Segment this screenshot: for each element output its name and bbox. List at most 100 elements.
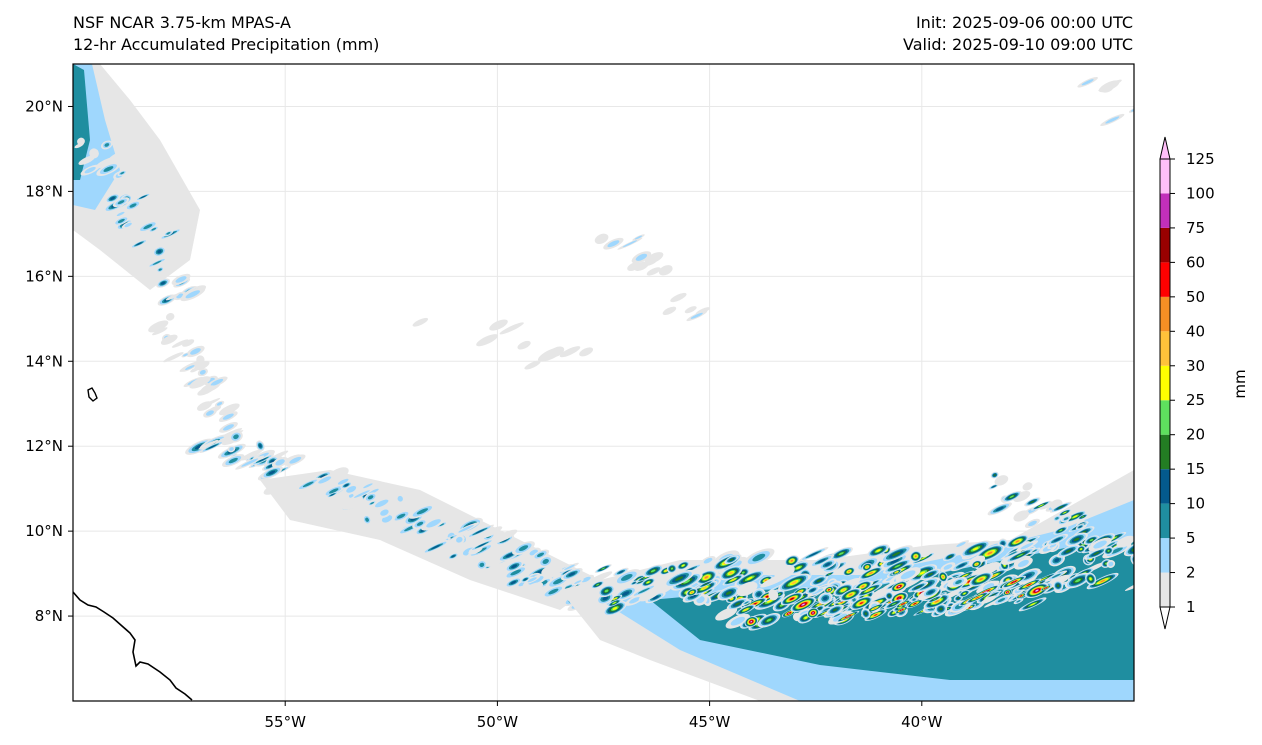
precip-cell <box>219 403 240 416</box>
precip-cell <box>1006 591 1008 593</box>
precip-cell <box>346 486 357 493</box>
precip-cell <box>229 447 234 451</box>
precip-cell <box>888 594 891 598</box>
precip-cell <box>627 262 641 271</box>
precip-cell <box>208 444 217 449</box>
precip-cell <box>927 572 933 576</box>
precip-cell <box>1039 501 1055 510</box>
title-right: Init: 2025-09-06 00:00 UTC Valid: 2025-0… <box>903 12 1133 56</box>
precip-cell <box>833 613 841 617</box>
precip-cell <box>120 171 125 175</box>
precip-cell <box>914 555 917 558</box>
precip-cell <box>635 253 648 261</box>
precip-cell <box>958 563 966 568</box>
lon-tick-label: 50°W <box>477 713 519 731</box>
precip-cell <box>902 603 904 605</box>
colorbar-level-label: 20 <box>1186 426 1205 444</box>
colorbar-segment <box>1160 469 1170 504</box>
colorbar-segment <box>1160 538 1170 573</box>
precip-cell <box>1063 512 1067 514</box>
precip-cell <box>267 464 273 468</box>
colorbar-level-label: 5 <box>1186 529 1196 547</box>
precip-cell <box>646 267 661 276</box>
precip-cell <box>189 376 211 389</box>
precip-cell <box>475 529 485 534</box>
colorbar-level-label: 1 <box>1186 598 1196 616</box>
precip-cell <box>866 588 872 592</box>
precip-cell <box>397 495 403 502</box>
precip-cell <box>117 200 125 205</box>
precip-cell <box>185 365 195 371</box>
colorbar-extend-max <box>1159 136 1171 160</box>
precip-cell <box>258 444 262 448</box>
precip-cell <box>670 292 687 303</box>
precip-cell <box>919 571 926 575</box>
title-left: NSF NCAR 3.75-km MPAS-A 12-hr Accumulate… <box>73 12 379 56</box>
precip-cell <box>629 597 641 604</box>
precip-cell <box>476 334 499 347</box>
precip-cell <box>478 526 503 539</box>
precip-cell <box>932 598 937 601</box>
precip-cell <box>1054 558 1060 563</box>
precip-cell <box>1075 578 1081 583</box>
precip-cell <box>646 581 650 584</box>
precip-cell <box>1116 535 1134 548</box>
precip-cell <box>725 591 732 595</box>
precip-cell <box>828 589 830 591</box>
precip-cell <box>874 614 878 616</box>
precip-cell <box>165 293 179 301</box>
precip-cell <box>594 233 609 245</box>
precip-cell <box>664 570 668 572</box>
precip-cell <box>1072 515 1078 518</box>
precip-cell <box>163 352 184 363</box>
precip-cell <box>729 571 733 575</box>
colorbar-level-label: 100 <box>1186 184 1215 202</box>
colorbar-extend-min <box>1159 606 1171 630</box>
precip-cell <box>1093 551 1100 556</box>
precip-cell <box>1145 542 1154 548</box>
precip-cell <box>1022 482 1033 491</box>
precip-cell <box>811 588 824 595</box>
colorbar-segment <box>1160 159 1170 194</box>
precip-cell <box>329 488 339 494</box>
precip-cell <box>1001 541 1005 545</box>
precip-cell <box>1012 581 1016 583</box>
precip-cell <box>318 476 332 484</box>
lat-tick-label: 10°N <box>25 522 63 540</box>
map-frame <box>72 63 1135 702</box>
precip-cell <box>1108 561 1114 567</box>
precip-cell <box>542 558 549 564</box>
precip-cell <box>222 413 234 420</box>
precip-cell <box>808 551 819 557</box>
precip-cell <box>920 550 932 558</box>
precip-fields <box>73 64 1154 701</box>
precip-cell <box>553 578 564 585</box>
precip-cell <box>152 327 168 336</box>
precip-cell <box>136 242 142 246</box>
precip-cell <box>1027 583 1031 586</box>
lat-tick-label: 16°N <box>25 267 63 285</box>
precip-cell <box>1013 491 1031 502</box>
precip-cell <box>1063 517 1069 521</box>
precip-cell <box>268 470 276 475</box>
precip-cell <box>1030 500 1035 503</box>
precip-cell <box>1147 543 1152 547</box>
precip-cell <box>1078 525 1082 528</box>
precip-cell <box>992 485 996 488</box>
precip-cell <box>354 490 370 498</box>
precip-cell <box>788 612 790 614</box>
precip-cell <box>892 551 901 557</box>
precip-cell <box>330 493 335 496</box>
precip-cell <box>505 553 514 558</box>
precip-cell <box>790 598 794 600</box>
precip-cell <box>499 322 524 335</box>
precip-cell <box>197 401 212 411</box>
precip-cell <box>702 586 707 590</box>
precip-cell <box>612 607 618 610</box>
precip-cell <box>143 224 153 230</box>
precip-cell <box>810 588 815 592</box>
precip-cell <box>160 281 166 285</box>
precip-cell <box>574 580 582 585</box>
precip-cell <box>869 572 873 575</box>
precip-cell <box>975 563 978 565</box>
